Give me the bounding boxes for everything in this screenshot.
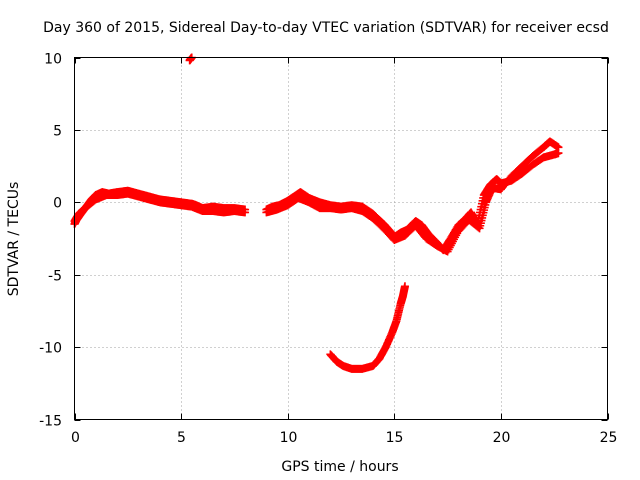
x-axis-ticks: 0 5 10 15 20 25 xyxy=(71,57,618,446)
y-axis-ticks: -15 -10 -5 0 5 10 xyxy=(39,52,608,430)
x-tick-label: 10 xyxy=(280,430,298,446)
data-point xyxy=(554,143,563,152)
y-tick-label: 0 xyxy=(53,196,62,212)
x-tick-label: 0 xyxy=(71,430,80,446)
y-tick-label: 5 xyxy=(53,124,62,140)
y-tick-label: -10 xyxy=(39,341,62,357)
data-point xyxy=(474,223,483,232)
data-point xyxy=(241,208,250,217)
x-tick-label: 15 xyxy=(386,430,404,446)
y-tick-label: 10 xyxy=(44,52,62,68)
y-tick-label: -5 xyxy=(48,269,62,285)
x-axis-label: GPS time / hours xyxy=(281,459,398,475)
chart-title: Day 360 of 2015, Sidereal Day-to-day VTE… xyxy=(43,20,609,36)
data-points xyxy=(70,53,563,373)
x-tick-label: 20 xyxy=(493,430,511,446)
plot-frame xyxy=(74,57,608,420)
x-tick-label: 5 xyxy=(177,430,186,446)
y-tick-label: -15 xyxy=(39,414,62,430)
data-point xyxy=(400,282,409,291)
y-axis-label: SDTVAR / TECUs xyxy=(6,182,22,297)
x-tick-label: 25 xyxy=(600,430,618,446)
